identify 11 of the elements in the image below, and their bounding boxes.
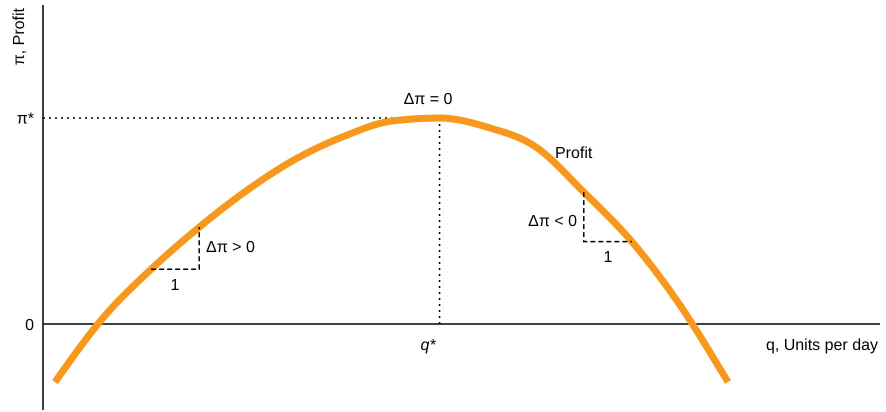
- annotation: 0: [25, 317, 34, 334]
- annotation: q*: [420, 337, 436, 354]
- text: Δπ = 0: [404, 91, 453, 108]
- annotation: 1: [170, 277, 180, 294]
- annotation: Profit: [555, 145, 593, 162]
- annotation: Δπ < 0: [528, 213, 578, 230]
- x-axis-title: q, Units per day: [766, 337, 878, 354]
- ref-line-label: π*: [16, 110, 34, 128]
- annotation: 1: [604, 249, 613, 266]
- y-axis-title: π, Profit: [11, 7, 28, 66]
- annotation: Δπ > 0: [206, 239, 255, 256]
